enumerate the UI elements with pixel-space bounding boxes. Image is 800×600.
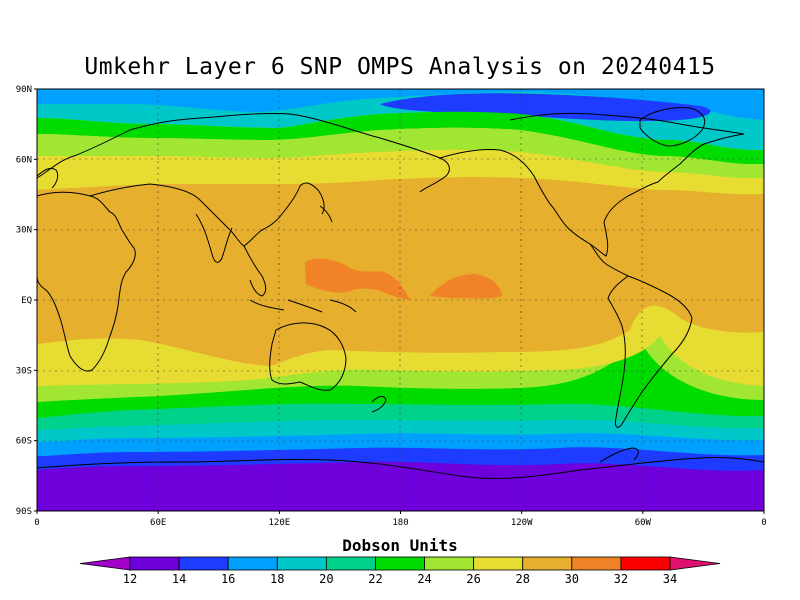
lon-label: 0 [761,518,766,528]
colorbar-swatch [375,556,425,571]
colorbar-swatch [129,556,180,571]
colorbar-swatch [620,556,671,571]
lat-label: 90N [16,85,32,95]
lat-label: 60N [16,155,32,165]
colorbar-swatch [522,556,573,571]
colorbar-level-label: 28 [516,572,530,586]
colorbar-level-label: 16 [221,572,235,586]
colorbar-level-label: 18 [270,572,284,586]
colorbar-level-label: 26 [466,572,480,586]
colorbar-level-label: 32 [614,572,628,586]
colorbar-level-label: 22 [368,572,382,586]
colorbar-swatch [473,556,524,571]
lat-label: EQ [21,296,32,306]
colorbar-level-label: 30 [565,572,579,586]
lon-label: 180 [392,518,408,528]
colorbar-swatch [178,556,229,571]
colorbar-level-label: 14 [172,572,186,586]
colorbar-title: Dobson Units [342,536,458,555]
lat-label: 90S [16,507,32,517]
lon-label: 0 [34,518,39,528]
lon-label: 120E [268,518,290,528]
colorbar-low-arrow [79,556,131,571]
colorbar-level-label: 24 [417,572,431,586]
coastlines [37,107,764,479]
colorbar-swatch [276,556,327,571]
map-title: Umkehr Layer 6 SNP OMPS Analysis on 2024… [84,54,716,80]
colorbar-level-label: 12 [123,572,137,586]
lon-label: 60E [150,518,166,528]
colorbar-level-label: 20 [319,572,333,586]
lon-label: 120W [511,518,533,528]
lat-label: 30N [16,226,32,236]
colorbar-swatch [227,556,278,571]
lon-label: 60W [635,518,652,528]
colorbar-swatch [424,556,475,571]
colorbar-level-label: 34 [663,572,677,586]
lat-label: 60S [16,437,32,447]
colorbar-swatch [325,556,376,571]
colorbar-high-arrow [669,556,721,571]
colorbar: 12 14 16 18 20 22 24 26 28 30 32 34 [79,556,721,586]
colorbar-swatch [571,556,622,571]
ozone-field [37,89,764,511]
gridlines [37,89,764,511]
lat-label: 30S [16,366,32,376]
